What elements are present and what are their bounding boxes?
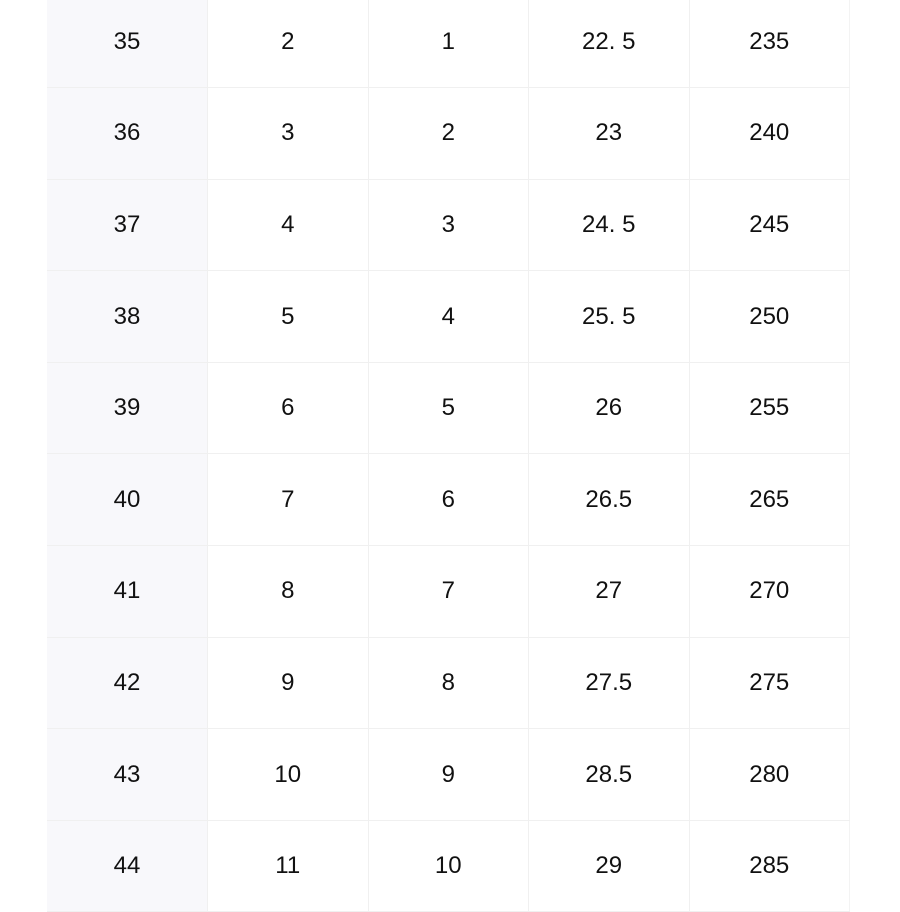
- table-cell: 7: [207, 453, 369, 547]
- table-cell: 5: [368, 362, 529, 455]
- table-cell: 4: [207, 179, 369, 272]
- table-cell: 1: [368, 0, 529, 89]
- table-cell: 22. 5: [528, 0, 690, 89]
- table-row: 36 3 2 23 240: [47, 87, 850, 180]
- table-cell: 40: [47, 453, 208, 547]
- table-cell: 2: [368, 87, 529, 180]
- table-row: 43 10 9 28.5 280: [47, 728, 850, 821]
- table-row: 39 6 5 26 255: [47, 362, 850, 455]
- table-cell: 25. 5: [528, 270, 690, 363]
- table-cell: 2: [207, 0, 369, 89]
- table-row: 37 4 3 24. 5 245: [47, 179, 850, 272]
- table-cell: 36: [47, 87, 208, 180]
- size-chart-table: 35 2 1 22. 5 235 36 3 2 23 240 37 4 3 24. 5 245 38 5 4 25.…: [47, 0, 850, 912]
- table-row: 40 7 6 26.5 265: [47, 453, 850, 547]
- table-cell: 43: [47, 728, 208, 821]
- table-cell: 8: [368, 637, 529, 730]
- table-cell: 29: [528, 820, 690, 912]
- table-cell: 250: [689, 270, 850, 363]
- table-cell: 27.5: [528, 637, 690, 730]
- table-cell: 26.5: [528, 453, 690, 547]
- table-row: 35 2 1 22. 5 235: [47, 0, 850, 89]
- table-cell: 235: [689, 0, 850, 89]
- table-cell: 23: [528, 87, 690, 180]
- table-cell: 39: [47, 362, 208, 455]
- table-cell: 4: [368, 270, 529, 363]
- table-cell: 27: [528, 545, 690, 638]
- table-cell: 285: [689, 820, 850, 912]
- table-cell: 245: [689, 179, 850, 272]
- table-cell: 240: [689, 87, 850, 180]
- table-cell: 9: [207, 637, 369, 730]
- table-cell: 28.5: [528, 728, 690, 821]
- table-cell: 5: [207, 270, 369, 363]
- table-cell: 3: [368, 179, 529, 272]
- table-cell: 255: [689, 362, 850, 455]
- table-cell: 7: [368, 545, 529, 638]
- table-cell: 38: [47, 270, 208, 363]
- table-cell: 3: [207, 87, 369, 180]
- table-cell: 35: [47, 0, 208, 89]
- table-cell: 37: [47, 179, 208, 272]
- table-row: 41 8 7 27 270: [47, 545, 850, 638]
- table-cell: 280: [689, 728, 850, 821]
- table-cell: 41: [47, 545, 208, 638]
- table-row: 38 5 4 25. 5 250: [47, 270, 850, 363]
- table-row: 44 11 10 29 285: [47, 820, 850, 912]
- table-cell: 6: [207, 362, 369, 455]
- table-cell: 275: [689, 637, 850, 730]
- table-cell: 270: [689, 545, 850, 638]
- table-cell: 6: [368, 453, 529, 547]
- table-cell: 265: [689, 453, 850, 547]
- table-row: 42 9 8 27.5 275: [47, 637, 850, 730]
- table-cell: 26: [528, 362, 690, 455]
- table-cell: 11: [207, 820, 369, 912]
- table-cell: 8: [207, 545, 369, 638]
- table-cell: 42: [47, 637, 208, 730]
- table-cell: 24. 5: [528, 179, 690, 272]
- table-cell: 10: [207, 728, 369, 821]
- table-cell: 44: [47, 820, 208, 912]
- table-cell: 10: [368, 820, 529, 912]
- table-cell: 9: [368, 728, 529, 821]
